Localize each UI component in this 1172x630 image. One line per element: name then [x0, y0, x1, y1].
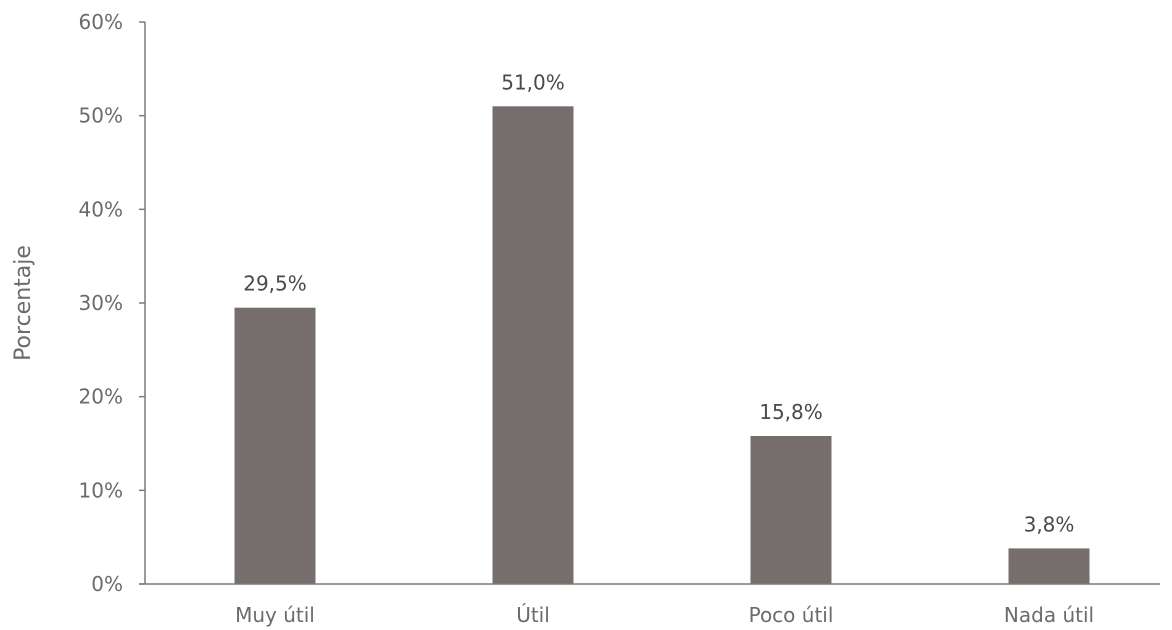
y-tick-label: 60% [79, 10, 123, 34]
bar [234, 307, 316, 584]
bars-group [234, 106, 1090, 585]
x-tick-label: Nada útil [1004, 603, 1094, 627]
x-tick-label: Poco útil [749, 603, 834, 627]
y-axis-ticks: 0% 10% 20% 30% 40% 50% 60% [79, 10, 145, 596]
x-tick-label: Muy útil [235, 603, 315, 627]
y-tick-label: 40% [79, 197, 123, 221]
y-axis-title: Porcentaje [11, 245, 36, 361]
bar-data-label: 3,8% [1024, 512, 1075, 536]
bar [492, 106, 574, 585]
y-tick-label: 30% [79, 291, 123, 315]
bar-data-label: 51,0% [501, 70, 565, 94]
y-tick-label: 20% [79, 385, 123, 409]
x-axis-ticks: Muy útil Útil Poco útil Nada útil [235, 603, 1094, 627]
bar [1008, 548, 1090, 584]
x-tick-label: Útil [516, 603, 550, 627]
y-tick-label: 50% [79, 104, 123, 128]
y-tick-label: 0% [91, 572, 123, 596]
bar-data-label: 15,8% [759, 400, 823, 424]
bar [750, 436, 832, 584]
data-labels-group: 29,5% 51,0% 15,8% 3,8% [243, 70, 1074, 536]
y-tick-label: 10% [79, 478, 123, 502]
bar-data-label: 29,5% [243, 272, 307, 296]
